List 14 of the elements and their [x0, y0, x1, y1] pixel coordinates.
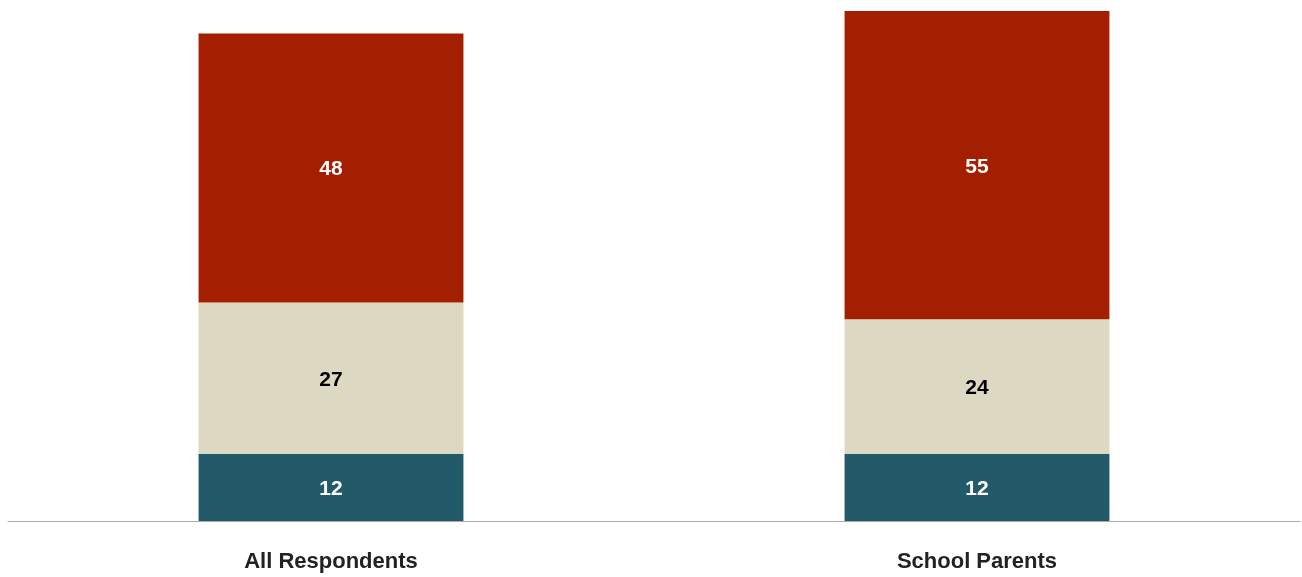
- data-label: 12: [319, 475, 343, 499]
- x-tick-label: School Parents: [896, 547, 1058, 573]
- bar: [198, 33, 464, 303]
- bar: [844, 11, 1110, 320]
- x-tick-label: All Respondents: [244, 547, 418, 573]
- bar: [844, 319, 1110, 454]
- bar: [198, 302, 464, 454]
- data-label: 27: [319, 366, 343, 390]
- bar: [198, 453, 464, 521]
- data-label: 24: [965, 374, 989, 398]
- bar: [844, 453, 1110, 521]
- data-label: 55: [965, 153, 989, 177]
- data-label: 12: [965, 475, 989, 499]
- data-label: 48: [319, 156, 343, 180]
